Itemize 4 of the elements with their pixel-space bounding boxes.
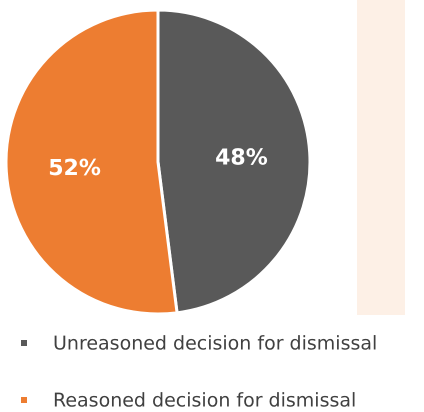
data-label: 52%	[48, 156, 101, 181]
data-label: 48%	[215, 145, 268, 170]
legend-label: Reasoned decision for dismissal	[53, 390, 356, 412]
legend-label: Unreasoned decision for dismissal	[53, 332, 378, 355]
